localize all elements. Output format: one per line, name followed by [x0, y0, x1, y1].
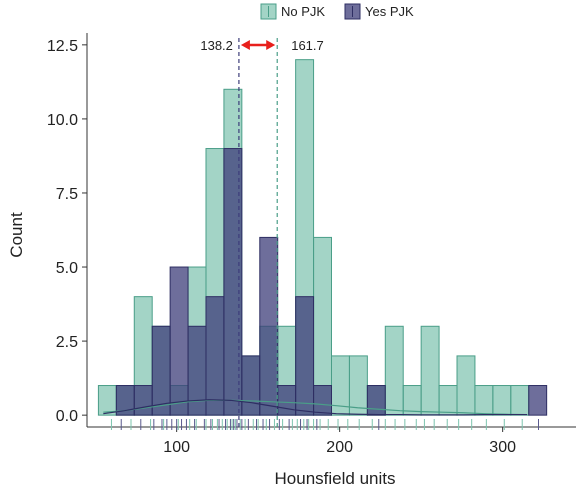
median-label-no-pjk: 161.7 — [291, 38, 324, 53]
bar-yes-pjk — [151, 325, 171, 416]
bar-yes-pjk — [169, 266, 189, 416]
y-tick-label: 5.0 — [56, 260, 78, 277]
difference-arrow-head-left — [240, 40, 250, 50]
bar-yes-pjk — [366, 385, 386, 416]
y-tick-label: 7.5 — [56, 186, 78, 203]
bar-yes-pjk — [259, 236, 279, 416]
bar-no-pjk — [438, 385, 458, 416]
x-tick-label: 100 — [163, 439, 190, 456]
x-tick-label: 300 — [489, 439, 516, 456]
bar-yes-pjk — [241, 355, 261, 416]
bar-yes-pjk — [205, 296, 225, 416]
y-tick-label: 10.0 — [47, 112, 78, 129]
bar-no-pjk — [492, 385, 512, 416]
bar-no-pjk — [456, 355, 476, 416]
x-axis-label: Hounsfield units — [275, 469, 396, 488]
bar-no-pjk — [420, 325, 440, 416]
legend: No PJK Yes PJK — [260, 3, 414, 20]
bar-yes-pjk — [223, 148, 243, 416]
x-tick-label: 200 — [326, 439, 353, 456]
bar-yes-pjk — [528, 385, 548, 416]
y-tick-label: 12.5 — [47, 38, 78, 55]
bar-no-pjk — [474, 385, 494, 416]
plot-area: 0.0 2.5 5.0 7.5 10.0 12.5 100 200 300 138.2 161.7 — [47, 33, 576, 456]
bar-yes-pjk — [295, 296, 315, 416]
legend-label-no-pjk: No PJK — [281, 4, 325, 19]
median-label-yes-pjk: 138.2 — [200, 38, 233, 53]
bar-yes-pjk — [277, 385, 297, 416]
difference-arrow-head-right — [266, 40, 276, 50]
legend-label-yes-pjk: Yes PJK — [365, 4, 414, 19]
kde-curve-yes-pjk — [103, 399, 528, 416]
bar-no-pjk — [384, 325, 404, 416]
bar-no-pjk — [510, 385, 530, 416]
y-tick-label: 2.5 — [56, 334, 78, 351]
kde-curve-no-pjk — [103, 399, 528, 416]
bar-no-pjk — [97, 385, 117, 416]
y-axis-label: Count — [7, 212, 26, 258]
bar-no-pjk — [348, 355, 368, 416]
bar-yes-pjk — [313, 385, 333, 416]
bar-yes-pjk — [133, 385, 153, 416]
y-tick-label: 0.0 — [56, 408, 78, 425]
